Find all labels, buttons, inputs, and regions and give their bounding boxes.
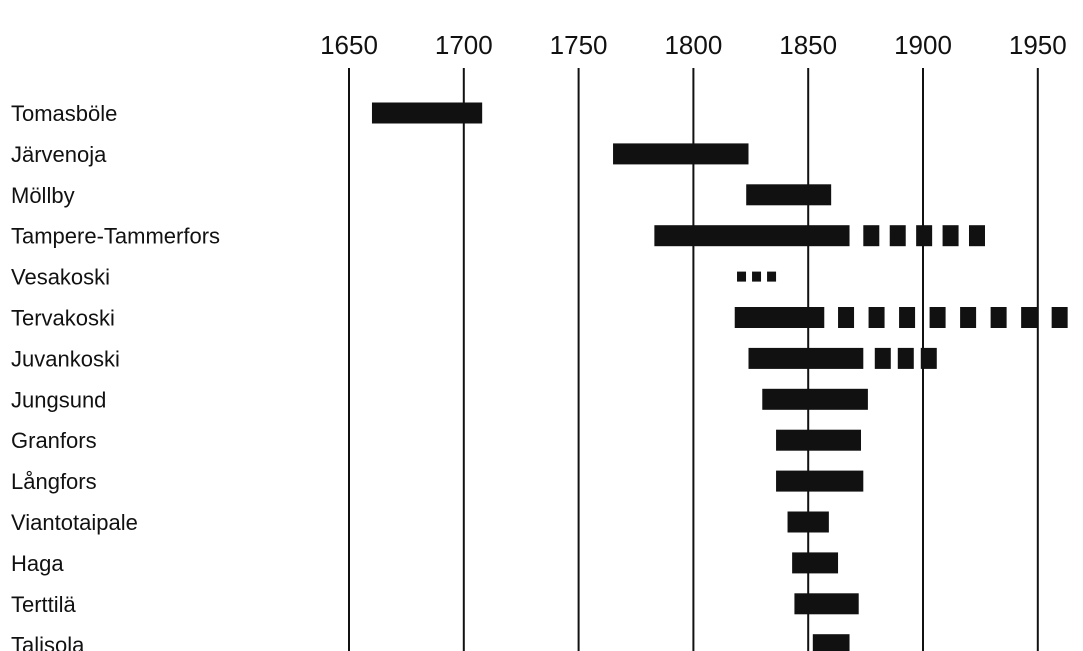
bar-solid-tervakoski xyxy=(735,307,825,328)
bar-dash-vesakoski-1 xyxy=(737,272,746,282)
row-labels: Tomasböle Järvenoja Möllby Tampere-Tammerfo… xyxy=(11,101,220,651)
x-tick-label-1800: 1800 xyxy=(664,30,722,60)
row-label-tervakoski: Tervakoski xyxy=(11,306,115,331)
row-label-j-rvenoja: Järvenoja xyxy=(11,142,107,167)
x-tick-label-1950: 1950 xyxy=(1009,30,1067,60)
bar-solid-jungsund xyxy=(762,389,868,410)
row-label-m-llby: Möllby xyxy=(11,183,75,208)
row-label-haga: Haga xyxy=(11,551,64,576)
row-label-talisola: Talisola xyxy=(11,633,85,651)
row-label-jungsund: Jungsund xyxy=(11,387,106,412)
bar-dash-juvankoski-2 xyxy=(898,348,914,369)
x-tick-label-1650: 1650 xyxy=(320,30,378,60)
bar-solid-terttil- xyxy=(794,593,858,614)
bar-solid-j-rvenoja xyxy=(613,143,748,164)
bar-solid-viantotaipale xyxy=(788,512,829,533)
bar-dash-tervakoski-8 xyxy=(1052,307,1068,328)
row-label-vesakoski: Vesakoski xyxy=(11,265,110,290)
bar-dash-juvankoski-1 xyxy=(875,348,891,369)
row-label-tampere-tammerfors: Tampere-Tammerfors xyxy=(11,224,220,249)
bar-dash-tervakoski-5 xyxy=(960,307,976,328)
x-tick-label-1750: 1750 xyxy=(550,30,608,60)
bar-dash-tampere-tammerfors-3 xyxy=(916,225,932,246)
row-label-l-ngfors: Långfors xyxy=(11,469,97,494)
row-label-viantotaipale: Viantotaipale xyxy=(11,510,138,535)
x-axis-tick-labels: 1650 1700 1750 1800 1850 1900 1950 xyxy=(320,30,1067,60)
bar-solid-granfors xyxy=(776,430,861,451)
bar-dash-tampere-tammerfors-5 xyxy=(969,225,985,246)
bar-solid-juvankoski xyxy=(749,348,864,369)
bar-solid-tomasb-le xyxy=(372,103,482,124)
bar-dash-tervakoski-6 xyxy=(991,307,1007,328)
bar-dash-tervakoski-1 xyxy=(838,307,854,328)
bar-solid-m-llby xyxy=(746,184,831,205)
bar-dash-tervakoski-2 xyxy=(869,307,885,328)
bar-dash-vesakoski-2 xyxy=(752,272,761,282)
row-label-tomasb-le: Tomasböle xyxy=(11,101,117,126)
bar-dash-tampere-tammerfors-1 xyxy=(863,225,879,246)
bar-solid-haga xyxy=(792,552,838,573)
row-label-juvankoski: Juvankoski xyxy=(11,346,120,371)
bar-solid-tampere-tammerfors xyxy=(654,225,849,246)
row-label-terttil-: Terttilä xyxy=(11,592,77,617)
bar-dash-vesakoski-3 xyxy=(767,272,776,282)
x-tick-label-1900: 1900 xyxy=(894,30,952,60)
bar-solid-talisola xyxy=(813,634,850,651)
bar-dash-tervakoski-3 xyxy=(899,307,915,328)
bar-dash-tampere-tammerfors-2 xyxy=(890,225,906,246)
row-label-granfors: Granfors xyxy=(11,428,97,453)
bar-dash-tervakoski-4 xyxy=(930,307,946,328)
bar-dash-juvankoski-3 xyxy=(921,348,937,369)
x-tick-label-1850: 1850 xyxy=(779,30,837,60)
bar-dash-tervakoski-7 xyxy=(1021,307,1037,328)
x-tick-label-1700: 1700 xyxy=(435,30,493,60)
bars xyxy=(372,103,1068,651)
bar-solid-l-ngfors xyxy=(776,471,863,492)
bar-dash-tampere-tammerfors-4 xyxy=(943,225,959,246)
